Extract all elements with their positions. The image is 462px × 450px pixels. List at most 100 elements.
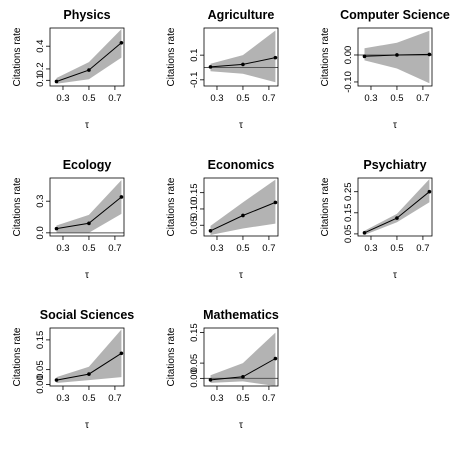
- x-axis-label: τ: [85, 270, 89, 281]
- x-axis-label: τ: [239, 270, 243, 281]
- panel-title: Ecology: [63, 158, 112, 172]
- panel-title: Agriculture: [208, 8, 275, 22]
- y-axis-label: Citations rate: [12, 327, 23, 386]
- y-tick-label: 0.05: [343, 225, 354, 244]
- data-point: [395, 216, 399, 220]
- y-tick-label: -0.10: [343, 71, 354, 93]
- x-tick-label: 0.5: [390, 93, 403, 104]
- plot-frame: [49, 177, 125, 237]
- panel-title: Social Sciences: [40, 308, 135, 322]
- data-point: [241, 62, 245, 67]
- x-tick-label: 0.7: [108, 393, 121, 404]
- x-axis-label: τ: [393, 270, 397, 281]
- data-point: [54, 378, 59, 382]
- y-tick-label: 0.15: [343, 204, 354, 223]
- confidence-band: [210, 30, 276, 83]
- confidence-band: [56, 29, 122, 84]
- panel-ecology: Ecology 0.3 0.5 0.7 τ 0.0 0.3 Citations rate: [12, 158, 125, 281]
- y-axis-label: Citations rate: [12, 177, 23, 236]
- plot-frame: [49, 327, 125, 387]
- plot-frame: [203, 27, 279, 87]
- x-tick-label: 0.5: [236, 243, 249, 254]
- confidence-band: [56, 329, 122, 383]
- panel-physics: Physics 0.3 0.5 0.7 τ 0.10.2 0.4 Citations rate: [12, 8, 125, 131]
- data-point: [119, 351, 124, 356]
- y-tick-label: 0.05: [35, 360, 46, 379]
- x-tick-label: 0.3: [364, 93, 377, 104]
- data-point: [208, 378, 213, 382]
- data-point: [362, 231, 367, 235]
- data-point: [119, 40, 124, 45]
- plot-frame: [357, 27, 433, 87]
- data-point: [87, 68, 91, 72]
- data-point: [273, 55, 278, 60]
- data-point: [241, 213, 245, 218]
- data-point: [362, 54, 367, 59]
- confidence-band: [56, 180, 122, 233]
- data-point: [427, 52, 432, 57]
- panel-social-sciences: Social Sciences 0.3 0.5 0.7 τ 0.000.05 0.15 Cit…: [12, 308, 134, 431]
- x-tick-label: 0.3: [210, 243, 223, 254]
- y-axis-label: Citations rate: [12, 27, 23, 86]
- y-tick-label: 0.05: [189, 216, 200, 235]
- y-tick-label: 0.0: [35, 226, 46, 239]
- panel-title: Computer Science: [340, 8, 450, 22]
- y-tick-label: 0.00: [189, 369, 200, 388]
- panel-mathematics: Mathematics 0.3 0.5 0.7 τ 0.000.05 0.15 Citatio…: [166, 308, 279, 431]
- confidence-band: [210, 332, 276, 386]
- y-tick-label: 0.05: [189, 354, 200, 373]
- x-tick-label: 0.5: [236, 393, 249, 404]
- x-tick-label: 0.3: [56, 393, 69, 404]
- panel-economics: Economics 0.3 0.5 0.7 τ 0.050.100.15 Citations…: [166, 158, 279, 281]
- x-tick-label: 0.3: [364, 243, 377, 254]
- y-tick-label: 0.3: [35, 195, 46, 208]
- confidence-band: [364, 179, 430, 235]
- y-tick-label: 0.15: [189, 323, 200, 342]
- y-tick-label: 0.2: [35, 62, 46, 75]
- y-tick-label: 0.15: [189, 183, 200, 202]
- x-axis-label: τ: [85, 120, 89, 131]
- x-tick-label: 0.7: [108, 93, 121, 104]
- x-axis-label: τ: [239, 120, 243, 131]
- x-tick-label: 0.5: [236, 93, 249, 104]
- data-point: [273, 200, 278, 205]
- x-tick-label: 0.3: [56, 243, 69, 254]
- y-tick-label: 0.4: [35, 40, 46, 53]
- panel-psychiatry: Psychiatry 0.3 0.5 0.7 τ 0.05 0.15 0.25 Citation…: [320, 158, 433, 281]
- x-tick-label: 0.5: [82, 393, 95, 404]
- x-tick-label: 0.7: [262, 243, 275, 254]
- y-tick-label: 0.00: [343, 46, 354, 65]
- y-axis-label: Citations rate: [166, 327, 177, 386]
- y-tick-label: 0.1: [35, 74, 46, 87]
- x-tick-label: 0.5: [82, 243, 95, 254]
- panel-title: Psychiatry: [363, 158, 426, 172]
- y-axis-label: Citations rate: [320, 27, 331, 86]
- confidence-band: [364, 30, 430, 84]
- plot-frame: [49, 27, 125, 87]
- x-tick-label: 0.3: [210, 393, 223, 404]
- panel-computer-science: Computer Science 0.3 0.5 0.7 τ -0.10 0.00 Citat…: [320, 8, 450, 131]
- y-axis-label: Citations rate: [166, 177, 177, 236]
- x-tick-label: 0.7: [416, 243, 429, 254]
- x-tick-label: 0.7: [262, 93, 275, 104]
- confidence-band: [210, 179, 276, 235]
- data-point: [208, 228, 213, 233]
- data-point: [119, 195, 124, 199]
- x-tick-label: 0.5: [390, 243, 403, 254]
- y-tick-label: 0.25: [343, 182, 354, 201]
- y-tick-label: 0.10: [189, 200, 200, 219]
- panel-agriculture: Agriculture 0.3 0.5 0.7 τ -0.1 0.1 Citations ra…: [166, 8, 279, 131]
- data-point: [54, 79, 59, 84]
- data-point: [241, 375, 245, 379]
- x-tick-label: 0.7: [108, 243, 121, 254]
- x-tick-label: 0.3: [210, 93, 223, 104]
- data-point: [273, 356, 278, 361]
- plot-frame: [203, 177, 279, 237]
- x-tick-label: 0.7: [262, 393, 275, 404]
- data-point: [87, 372, 91, 376]
- data-point: [87, 221, 91, 226]
- data-point: [208, 65, 213, 69]
- plot-frame: [357, 177, 433, 237]
- panel-title: Economics: [208, 158, 275, 172]
